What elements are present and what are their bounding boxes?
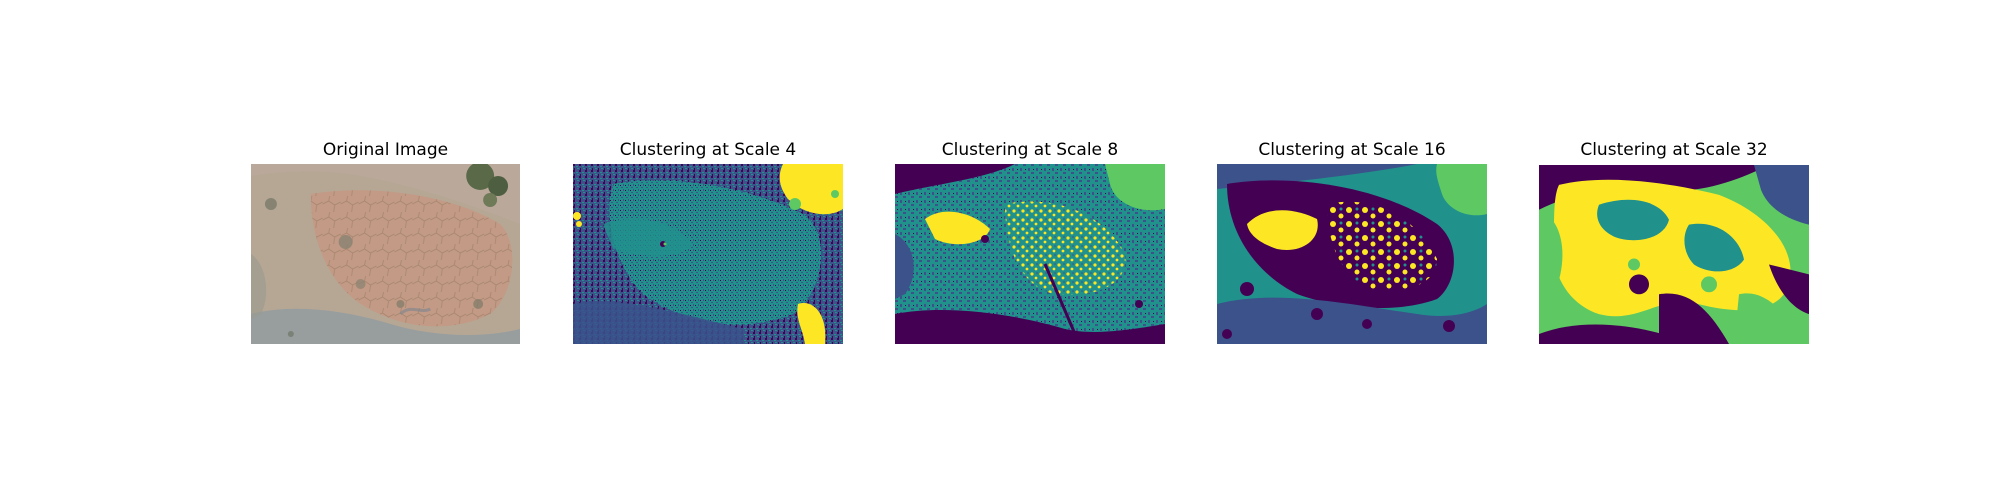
cluster-map-scale-32 (1539, 165, 1809, 344)
panel-title: Clustering at Scale 16 (1258, 140, 1446, 160)
panel-title: Clustering at Scale 4 (619, 140, 797, 160)
original-aerial-photo (251, 164, 520, 344)
cluster-map-scale-16 (1217, 164, 1487, 344)
panel-clustering-scale-8: Clustering at Scale 8 (895, 140, 1165, 345)
panel-title: Original Image (322, 140, 449, 160)
panel-clustering-scale-32: Clustering at Scale 32 (1539, 140, 1809, 345)
panel-title: Clustering at Scale 32 (1580, 140, 1768, 160)
cluster-map-scale-4 (573, 164, 843, 344)
cluster-map-scale-8 (895, 164, 1165, 344)
panel-clustering-scale-4: Clustering at Scale 4 (573, 140, 843, 345)
panel-clustering-scale-16: Clustering at Scale 16 (1217, 140, 1487, 345)
panel-original-image: Original Image (251, 140, 520, 345)
panel-title: Clustering at Scale 8 (941, 140, 1119, 160)
